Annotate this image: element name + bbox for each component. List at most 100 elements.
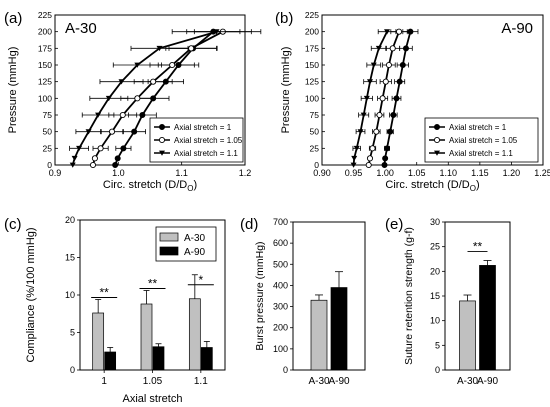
x-axis-label-close: ) <box>476 179 480 191</box>
y-tick-label: 200 <box>305 27 319 37</box>
x-tick-label: 1.05 <box>143 376 163 387</box>
data-point <box>357 129 364 135</box>
y-tick-label: 50 <box>310 127 320 137</box>
y-tick-label: 25 <box>430 242 440 252</box>
data-point <box>188 45 195 52</box>
y-tick-label: 15 <box>430 291 440 301</box>
data-point <box>351 155 358 162</box>
x-axis-label: Axial stretch <box>123 393 183 405</box>
data-point <box>114 155 121 162</box>
plot-frame <box>54 14 246 166</box>
data-point <box>213 29 220 35</box>
x-axis-label-main: Circ. stretch (D/D <box>103 179 187 191</box>
y-tick-label: 300 <box>273 302 288 312</box>
x-axis-label-main: Circ. stretch (D/D <box>385 179 469 191</box>
bar <box>152 346 165 371</box>
y-tick-label: 25 <box>310 143 320 153</box>
legend-label: Axial stretch = 1.1 <box>449 149 513 158</box>
panel-label: (a) <box>4 10 22 27</box>
y-tick-label: 125 <box>305 77 319 87</box>
bar <box>330 287 348 371</box>
legend-marker <box>158 136 166 144</box>
data-point <box>407 28 414 35</box>
bar <box>188 298 201 371</box>
plot-frame <box>292 221 366 371</box>
bar <box>479 265 496 371</box>
data-point <box>89 161 97 169</box>
legend-marker <box>158 124 165 131</box>
bar <box>92 312 105 371</box>
y-tick-label: 100 <box>273 344 288 354</box>
y-tick-label: 10 <box>430 316 440 326</box>
data-point <box>118 79 125 85</box>
y-tick-label: 100 <box>305 93 319 103</box>
data-point <box>71 155 78 162</box>
x-tick-label: A-30 <box>457 376 479 387</box>
data-point <box>366 79 373 85</box>
data-point <box>134 95 141 102</box>
data-point <box>373 128 380 135</box>
legend-label: Axial stretch = 1.05 <box>174 136 243 145</box>
x-axis-label: Circ. stretch (D/DO) <box>385 179 479 193</box>
bar <box>104 351 117 371</box>
data-point <box>384 145 391 152</box>
y-axis-label: Suture retention strength (g-f) <box>403 227 415 365</box>
data-point <box>108 128 116 135</box>
y-tick-label: 25 <box>43 143 53 153</box>
y-tick-label: 0 <box>283 365 288 375</box>
panel-label: (d) <box>240 216 258 233</box>
series-line <box>352 31 388 166</box>
x-tick-label: 1.0 <box>112 168 125 178</box>
y-tick-label: 20 <box>65 215 75 225</box>
data-point <box>381 161 388 168</box>
legend-marker <box>434 150 440 156</box>
legend-marker <box>159 150 165 156</box>
x-tick-label: 1.10 <box>440 168 458 178</box>
data-point <box>91 155 98 162</box>
y-tick-label: 150 <box>305 60 319 70</box>
x-tick-label: 1 <box>101 376 107 387</box>
legend-marker <box>433 124 440 131</box>
y-tick-label: 200 <box>38 27 52 37</box>
x-tick-label: A-90 <box>328 376 350 387</box>
x-tick-label: 1.25 <box>534 168 550 178</box>
x-axis-label-close: ) <box>193 179 197 191</box>
y-tick-label: 175 <box>38 43 52 53</box>
x-tick-label: 0.95 <box>345 168 363 178</box>
significance-marker: ** <box>148 277 158 291</box>
x-tick-label: 1.20 <box>503 168 521 178</box>
series-line <box>92 30 224 166</box>
series-line <box>367 31 400 166</box>
data-point <box>76 145 83 152</box>
data-point <box>353 145 360 152</box>
y-axis-label: Burst pressure (mmHg) <box>254 241 266 350</box>
y-tick-label: 200 <box>273 323 288 333</box>
x-tick-label: A-30 <box>308 376 330 387</box>
x-tick-label: A-90 <box>477 376 499 387</box>
legend-label: Axial stretch = 1.05 <box>449 136 518 145</box>
data-point <box>363 95 370 102</box>
y-tick-label: 600 <box>273 238 288 248</box>
data-point <box>150 78 157 85</box>
y-tick-label: 225 <box>38 10 52 20</box>
x-tick-label: 1.1 <box>194 376 208 387</box>
x-axis-label: Circ. stretch (D/DO) <box>103 179 197 193</box>
data-point <box>382 155 389 162</box>
chart-title: A-90 <box>501 20 533 37</box>
bar <box>310 299 328 371</box>
data-point <box>389 45 396 52</box>
data-point <box>350 162 357 168</box>
x-tick-label: 1.00 <box>376 168 394 178</box>
data-point <box>382 78 389 85</box>
legend-marker <box>433 136 441 144</box>
x-tick-label: 1.1 <box>175 168 188 178</box>
data-point <box>97 145 104 152</box>
y-axis-label: Pressure (mmHg) <box>280 47 292 134</box>
data-point <box>131 128 138 135</box>
data-point <box>69 162 76 168</box>
legend-swatch <box>159 246 179 256</box>
x-tick-label: 1.2 <box>239 168 252 178</box>
series-line <box>114 31 214 166</box>
y-tick-label: 400 <box>273 280 288 290</box>
